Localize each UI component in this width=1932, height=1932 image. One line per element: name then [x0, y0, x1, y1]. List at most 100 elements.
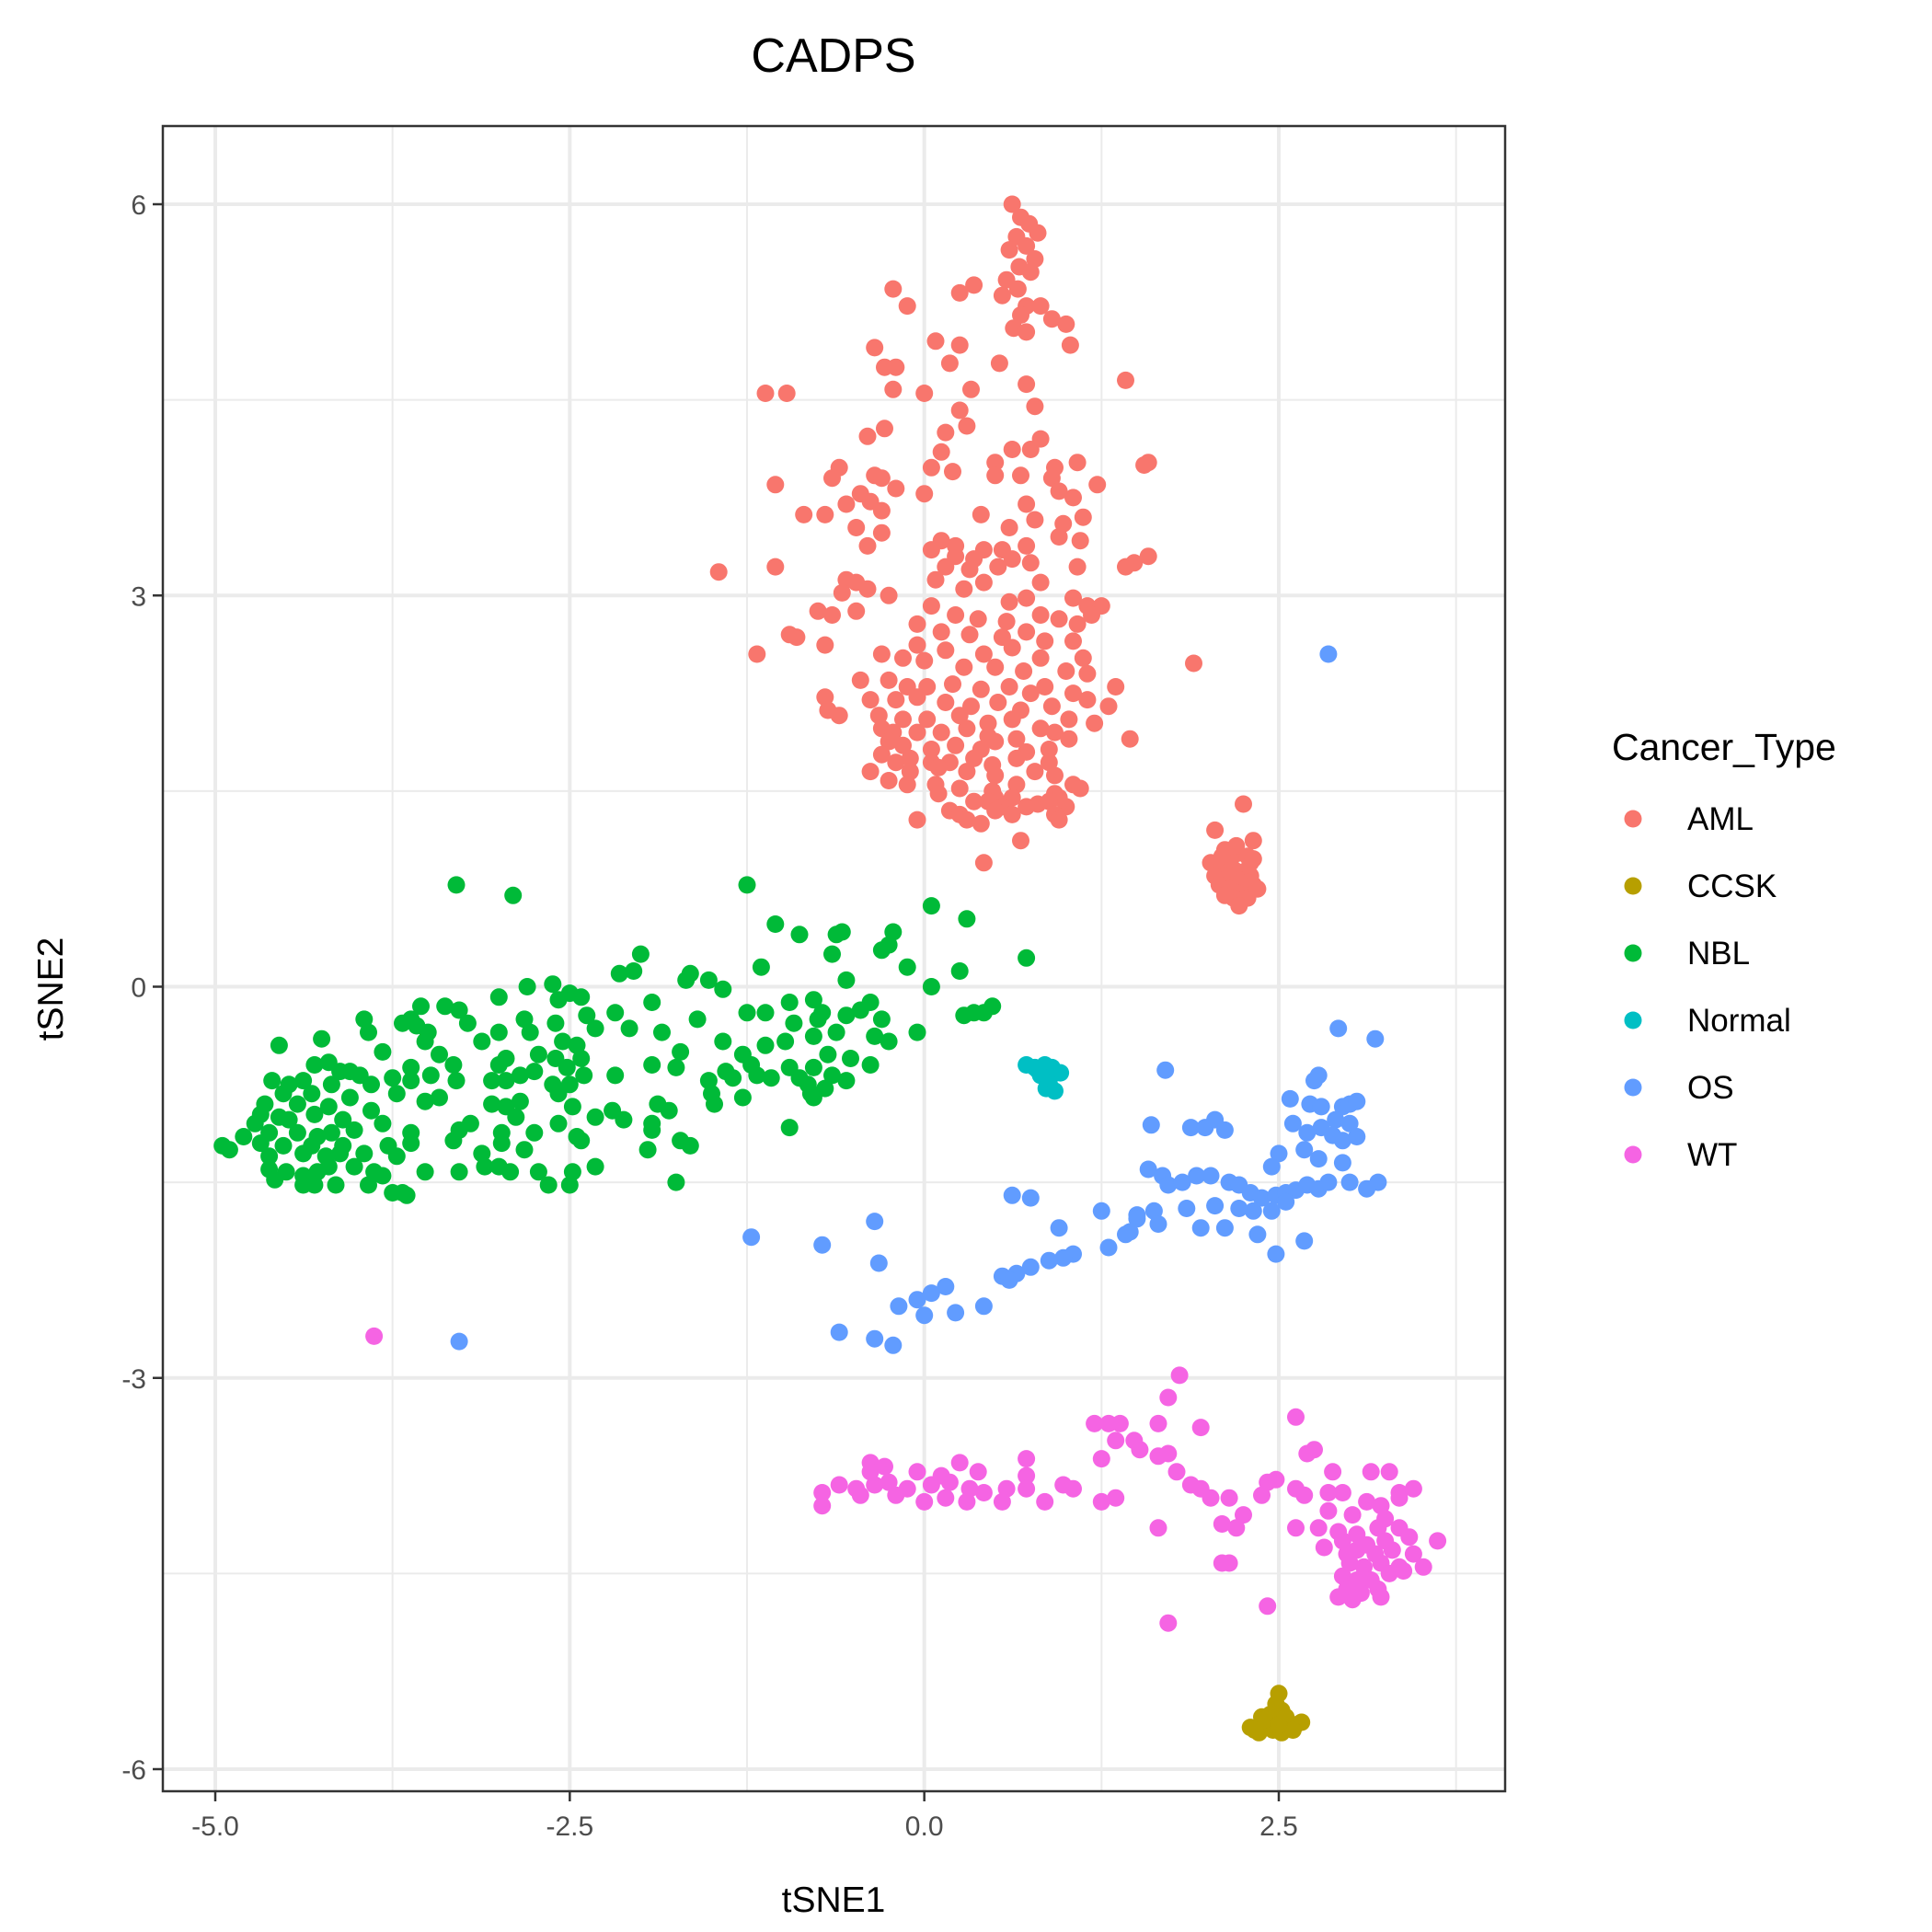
point-nbl — [489, 1023, 508, 1041]
point-aml — [894, 649, 912, 667]
point-nbl — [294, 1072, 313, 1090]
point-wt — [1372, 1588, 1390, 1606]
point-nbl — [515, 1010, 534, 1029]
point-os — [1283, 1114, 1302, 1133]
point-nbl — [473, 1032, 491, 1051]
point-nbl — [861, 1056, 880, 1074]
point-os — [1295, 1232, 1314, 1250]
series-nbl — [213, 876, 1036, 1204]
point-nbl — [766, 915, 785, 933]
point-aml — [1031, 297, 1050, 316]
point-nbl — [643, 1056, 661, 1074]
point-aml — [950, 336, 969, 354]
point-aml — [1036, 632, 1054, 650]
point-aml — [1099, 697, 1118, 716]
point-aml — [969, 610, 987, 628]
point-aml — [1018, 589, 1036, 607]
point-aml — [1185, 654, 1202, 673]
point-wt — [1395, 1562, 1413, 1580]
point-wt — [1018, 1450, 1036, 1468]
point-nbl — [529, 1045, 547, 1064]
point-nbl — [638, 1141, 657, 1159]
point-aml — [1012, 466, 1029, 485]
point-os — [1000, 1271, 1018, 1289]
point-aml — [926, 332, 945, 351]
point-wt — [1343, 1591, 1362, 1609]
point-wt — [1149, 1414, 1167, 1432]
point-nbl — [235, 1128, 253, 1145]
point-ccsk — [1270, 1716, 1288, 1734]
point-nbl — [436, 997, 454, 1016]
point-nbl — [266, 1170, 284, 1189]
point-aml — [816, 636, 834, 654]
point-aml — [1012, 832, 1029, 850]
point-os — [1139, 1160, 1157, 1179]
point-os — [1159, 1176, 1178, 1194]
point-aml — [1088, 476, 1107, 494]
point-nbl — [331, 1144, 350, 1163]
point-os — [890, 1297, 908, 1316]
point-aml — [1074, 649, 1092, 667]
point-os — [1181, 1119, 1200, 1137]
point-nbl — [444, 1056, 463, 1074]
point-nbl — [416, 1163, 434, 1181]
point-wt — [1355, 1558, 1373, 1576]
point-nbl — [801, 1085, 820, 1103]
point-aml — [887, 479, 905, 498]
point-os — [1340, 1114, 1359, 1133]
point-nbl — [518, 978, 536, 995]
point-aml — [1000, 592, 1018, 611]
point-aml — [989, 558, 1007, 576]
point-aml — [1031, 649, 1050, 667]
point-os — [1348, 1092, 1366, 1110]
point-nbl — [586, 1019, 604, 1038]
legend: AML CCSK NBL Normal OS WT — [1624, 801, 1791, 1173]
point-aml — [1026, 397, 1044, 416]
point-nbl — [360, 1023, 377, 1041]
point-os — [866, 1213, 884, 1231]
point-aml — [955, 580, 973, 598]
y-tick-label: 6 — [131, 190, 146, 221]
point-wt — [1227, 1519, 1246, 1537]
point-nbl — [762, 1069, 780, 1087]
point-wt — [1369, 1519, 1387, 1537]
point-wt — [937, 1489, 955, 1507]
point-wt — [1333, 1484, 1351, 1501]
point-os — [1244, 1202, 1262, 1220]
legend-label-nbl: NBL — [1687, 936, 1750, 972]
point-wt — [1131, 1441, 1149, 1459]
point-nbl — [319, 1157, 338, 1176]
point-nbl — [525, 1123, 544, 1142]
point-aml — [1071, 779, 1089, 798]
point-nbl — [549, 991, 568, 1009]
y-tick-label: 0 — [131, 973, 146, 1004]
point-nbl — [305, 1176, 324, 1194]
point-aml — [872, 501, 891, 520]
point-wt — [1319, 1501, 1338, 1520]
point-nbl — [922, 897, 940, 915]
point-nbl — [842, 1050, 859, 1067]
point-nbl — [489, 1056, 508, 1074]
point-nbl — [586, 1157, 604, 1176]
point-nbl — [785, 1014, 803, 1032]
point-nbl — [444, 1132, 463, 1150]
point-aml — [955, 658, 973, 676]
point-aml — [1071, 532, 1089, 550]
point-nbl — [431, 1088, 448, 1107]
point-wt — [1343, 1506, 1362, 1524]
point-os — [830, 1323, 848, 1341]
point-aml — [990, 354, 1008, 373]
legend-key-ccsk — [1624, 877, 1642, 895]
point-os — [1270, 1144, 1288, 1163]
point-aml — [979, 714, 997, 732]
point-nbl — [572, 1132, 591, 1150]
point-aml — [1042, 697, 1061, 716]
point-wt — [1380, 1564, 1398, 1582]
point-aml — [1015, 662, 1033, 680]
point-aml — [965, 276, 983, 294]
point-aml — [1042, 310, 1061, 328]
point-wt — [1404, 1479, 1422, 1498]
point-nbl — [458, 1014, 477, 1032]
point-aml — [997, 613, 1016, 631]
point-os — [1267, 1245, 1285, 1263]
